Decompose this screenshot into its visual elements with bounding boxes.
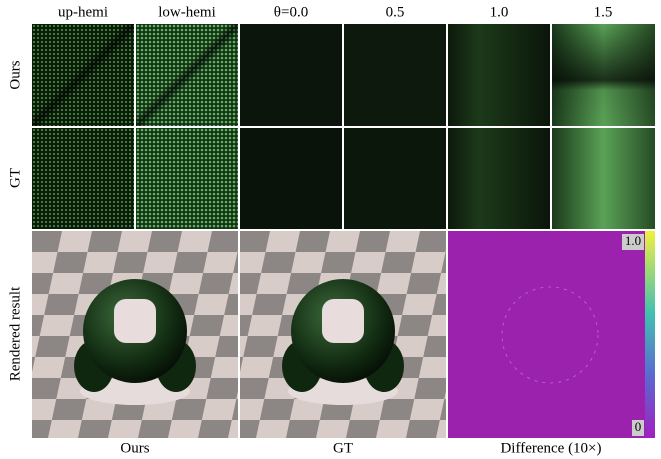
panel — [552, 128, 655, 229]
colorbar-bottom: 0 — [635, 419, 642, 434]
panel — [136, 128, 238, 229]
labels: up-hemi low-hemi θ=0.0 0.5 1.0 1.5 Ours GT Rende… — [7, 4, 612, 456]
difference-map: 1.0 0 — [448, 231, 655, 438]
row-label: Ours — [7, 60, 23, 89]
column-header: 1.5 — [594, 4, 613, 20]
footer-label: Difference (10×) — [500, 440, 601, 456]
footer-label: Ours — [120, 440, 149, 456]
ours-row — [32, 24, 655, 126]
panel — [448, 24, 550, 126]
colorbar-top: 1.0 — [625, 233, 641, 248]
panel — [344, 128, 446, 229]
column-header: up-hemi — [58, 4, 108, 20]
colorbar — [645, 231, 655, 438]
panel — [240, 24, 342, 126]
panel — [32, 128, 134, 229]
column-header: low-hemi — [158, 4, 216, 20]
column-header: θ=0.0 — [274, 4, 308, 20]
gt-row — [32, 128, 655, 229]
panel — [344, 24, 446, 126]
panel — [240, 128, 342, 229]
column-header: 0.5 — [386, 4, 405, 20]
render-gt — [240, 231, 446, 438]
footer-label: GT — [333, 440, 353, 456]
panel — [448, 128, 550, 229]
row-label: GT — [7, 168, 23, 188]
column-header: 1.0 — [490, 4, 509, 20]
render-ours — [32, 231, 238, 438]
row-label: Rendered result — [7, 286, 23, 381]
